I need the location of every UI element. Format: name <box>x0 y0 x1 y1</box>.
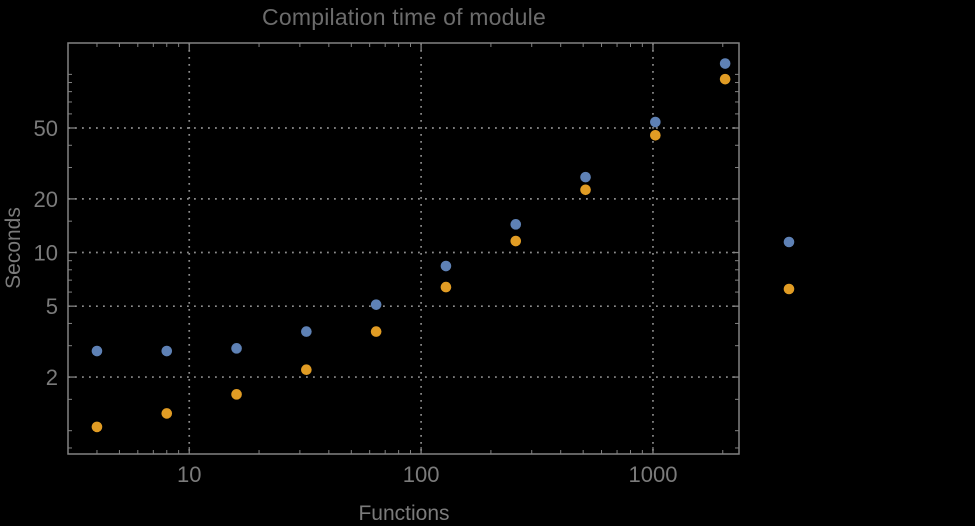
data-point-series-1-blue <box>370 299 382 310</box>
data-point-series-1-blue <box>719 58 731 69</box>
data-point-series-2-orange <box>510 235 522 247</box>
data-point-series-1-blue <box>650 116 661 128</box>
data-point-series-1-blue <box>510 219 522 230</box>
x-tick-label: 100 <box>403 462 440 487</box>
data-point-series-1-blue <box>301 326 312 337</box>
x-tick-label: 1000 <box>628 462 677 487</box>
chart-title: Compilation time of module <box>262 4 546 30</box>
x-tick-label: 10 <box>177 462 201 487</box>
legend-marker <box>783 236 795 248</box>
legend-marker <box>783 283 795 295</box>
y-tick-label: 10 <box>34 241 58 266</box>
data-point-series-1-blue <box>161 345 173 357</box>
data-point-series-2-orange <box>650 130 661 141</box>
data-point-series-2-orange <box>161 408 173 419</box>
x-axis-label: Functions <box>358 502 450 525</box>
y-tick-label: 20 <box>34 187 58 212</box>
data-point-series-2-orange <box>91 421 103 433</box>
data-point-series-2-orange <box>370 326 382 337</box>
data-point-series-1-blue <box>231 343 242 354</box>
data-point-series-1-blue <box>580 171 591 183</box>
y-tick-label: 2 <box>46 365 58 390</box>
data-point-series-1-blue <box>440 260 452 272</box>
plot-frame <box>67 42 740 455</box>
data-point-series-2-orange <box>440 281 452 293</box>
data-point-series-2-orange <box>301 364 312 375</box>
data-point-series-2-orange <box>580 184 591 196</box>
y-tick-label: 50 <box>34 116 58 141</box>
y-tick-label: 5 <box>46 294 58 319</box>
data-point-series-2-orange <box>231 389 242 400</box>
data-point-series-2-orange <box>719 73 731 85</box>
y-axis-label: Seconds <box>2 207 25 289</box>
data-point-series-1-blue <box>91 345 103 357</box>
